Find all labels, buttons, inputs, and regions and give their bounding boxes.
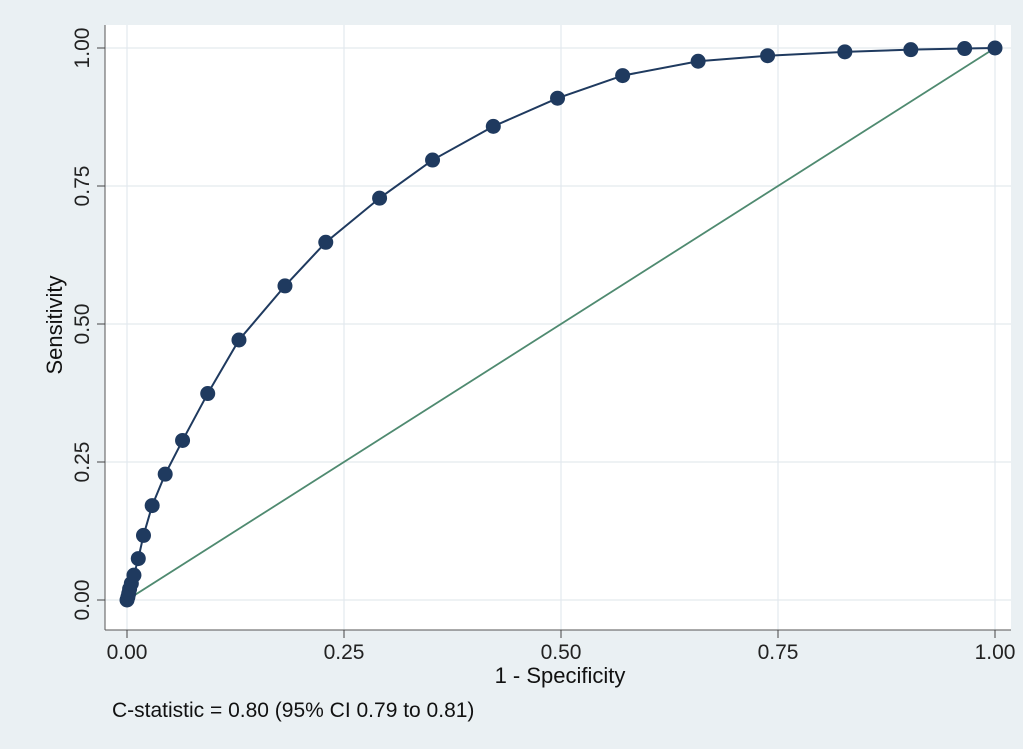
roc-point bbox=[957, 41, 973, 57]
roc-point bbox=[175, 432, 191, 448]
reference-line bbox=[126, 47, 996, 601]
x-tick-label: 0.75 bbox=[758, 641, 799, 664]
axes: 0.00 0.25 0.50 0.75 1.00 0.00 0.25 0.50 0.75 1.00 bbox=[71, 28, 1015, 664]
roc-point bbox=[200, 386, 216, 402]
roc-point bbox=[987, 40, 1003, 56]
roc-point bbox=[550, 90, 566, 106]
x-tick-label: 0.50 bbox=[541, 641, 582, 664]
roc-point bbox=[231, 332, 247, 348]
roc-point bbox=[837, 44, 853, 60]
roc-point bbox=[615, 68, 631, 84]
y-tick-label: 1.00 bbox=[71, 28, 94, 69]
x-tick-label: 0.25 bbox=[324, 641, 365, 664]
roc-point bbox=[318, 234, 334, 250]
roc-point bbox=[425, 152, 441, 168]
roc-point bbox=[157, 466, 173, 482]
roc-point bbox=[144, 498, 160, 514]
roc-point bbox=[130, 551, 146, 567]
gridlines bbox=[105, 25, 1011, 630]
y-tick-label: 0.25 bbox=[71, 442, 94, 483]
roc-point bbox=[126, 567, 142, 583]
plot-area bbox=[105, 25, 1011, 630]
y-tick-label: 0.75 bbox=[71, 166, 94, 207]
x-tick-label: 0.00 bbox=[107, 641, 148, 664]
roc-point bbox=[372, 190, 388, 206]
x-tick-label: 1.00 bbox=[975, 641, 1016, 664]
roc-point bbox=[903, 42, 919, 58]
roc-point bbox=[760, 48, 776, 64]
series-layer bbox=[119, 40, 1003, 608]
roc-point bbox=[485, 118, 501, 134]
roc-point bbox=[135, 527, 151, 543]
y-tick-label: 0.00 bbox=[71, 580, 94, 621]
c-statistic-note: C-statistic = 0.80 (95% CI 0.79 to 0.81) bbox=[112, 699, 474, 722]
roc-point bbox=[277, 278, 293, 294]
y-tick-label: 0.50 bbox=[71, 304, 94, 345]
roc-point bbox=[690, 53, 706, 69]
y-axis-title: Sensitivity bbox=[42, 275, 67, 374]
x-axis-title: 1 - Specificity bbox=[495, 663, 626, 688]
